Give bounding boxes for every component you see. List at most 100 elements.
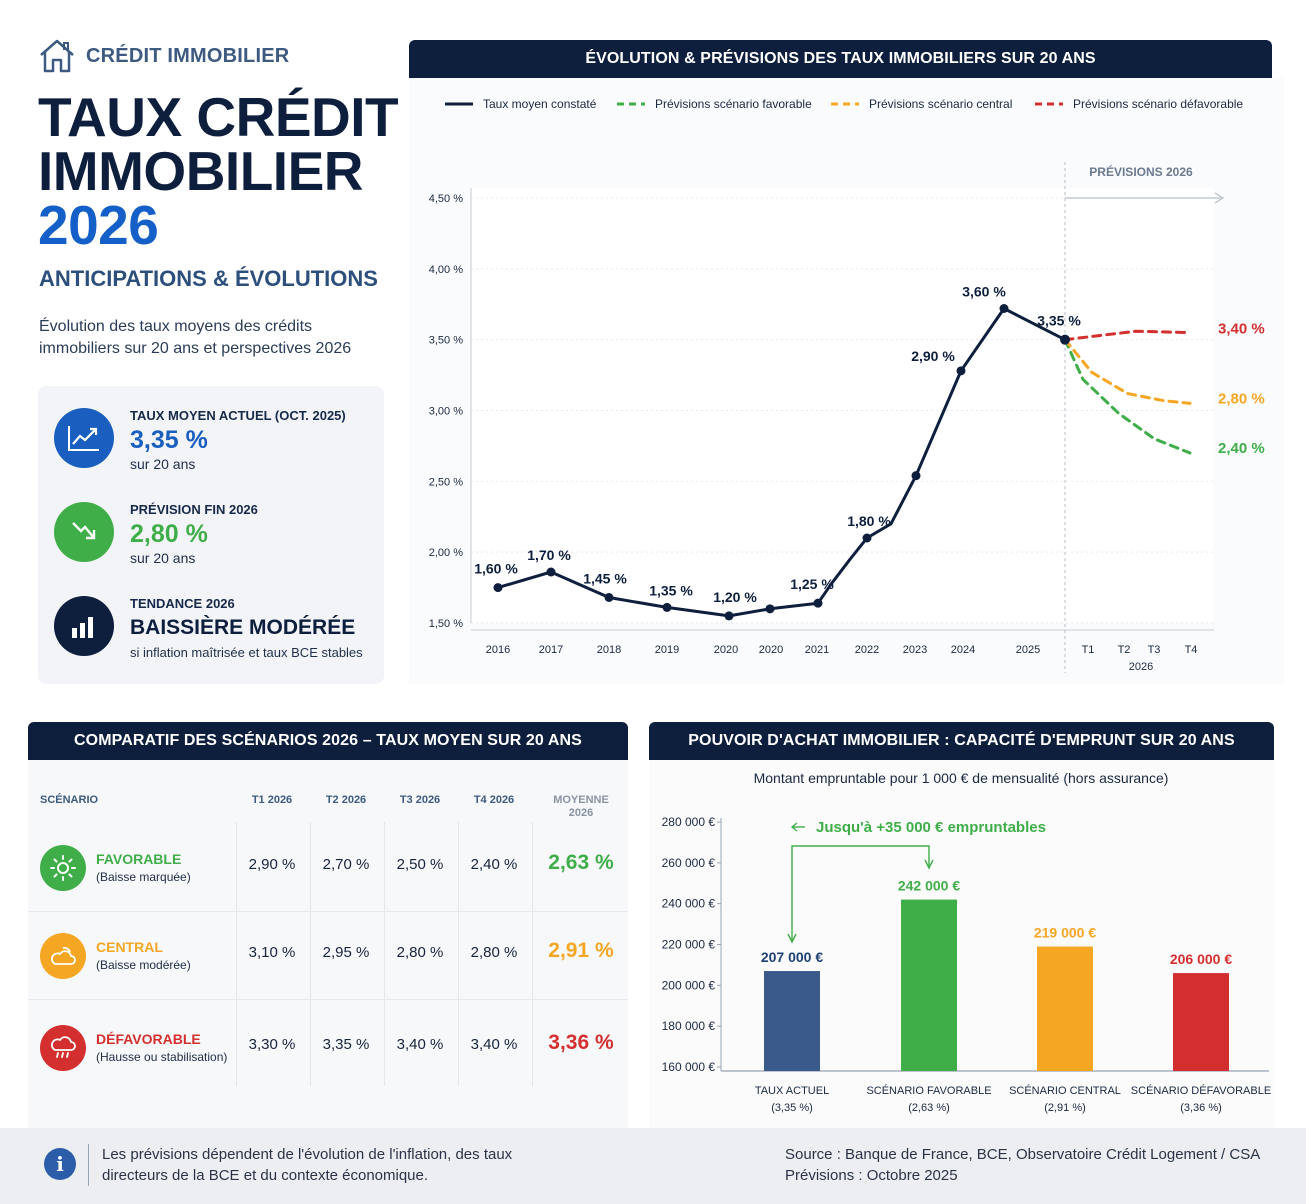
table-cell: 2,80 % [470,944,518,961]
intro-text: Évolution des taux moyens des crédits im… [39,318,352,357]
x-tick-label: 2021 [805,644,829,656]
kpi-label: TENDANCE 2026 [130,596,235,611]
x-tick-label: 2025 [1016,644,1040,656]
x-tick-sublabel: (2,91 %) [1044,1102,1086,1114]
data-label: 3,35 % [1037,313,1081,329]
x-tick-label: 2018 [597,644,621,656]
col-header-avg: MOYENNE 2026 [553,794,609,819]
series-line [1063,338,1192,405]
data-point [662,602,672,612]
table-cell: 2,40 % [470,856,518,873]
footer-note: Les prévisions dépendent de l'évolution … [102,1146,513,1184]
x-tick-sublabel: (3,36 %) [1180,1102,1222,1114]
bar-value-label: 206 000 € [1170,951,1232,967]
page-subtitle: ANTICIPATIONS & ÉVOLUTIONS [39,266,378,291]
table-avg: 2,63 % [548,851,614,874]
legend-label: Prévisions scénario défavorable [1073,97,1243,111]
x-tick-label: 2023 [903,644,927,656]
cloud-sun-icon [40,933,86,979]
bar-value-label: 207 000 € [761,949,823,965]
series-line [1063,338,1192,455]
table-cell: 2,70 % [322,856,370,873]
col-header-scenario: SCÉNARIO [40,794,99,806]
bar [901,899,957,1071]
x-tick-label: 2019 [655,644,679,656]
bar-subtitle: Montant empruntable pour 1 000 € de mens… [754,770,1169,786]
source-line: Source : Banque de France, BCE, Observat… [785,1146,1261,1163]
kpi-label: PRÉVISION FIN 2026 [130,502,258,517]
scenario-desc: (Baisse modérée) [96,958,191,972]
footer: i Les prévisions dépendent de l'évolutio… [0,1128,1306,1204]
y-tick-label: 200 000 € [662,978,716,992]
legend-label: Prévisions scénario favorable [655,97,812,111]
forecast-label: PRÉVISIONS 2026 [1089,164,1193,179]
annotation-tick-head [790,822,798,832]
table-cell: 2,95 % [322,944,370,961]
bar-chart-title: POUVOIR D'ACHAT IMMOBILIER : CAPACITÉ D'… [649,722,1274,760]
table-row: DÉFAVORABLE (Hausse ou stabilisation) 3,… [28,1004,628,1092]
info-icon: i [44,1148,76,1180]
title-line-1: TAUX CRÉDIT [38,86,399,148]
data-point [765,604,775,614]
bar-value-label: 219 000 € [1034,925,1096,941]
y-tick-label: 4,00 % [429,264,463,276]
kpi-value: 3,35 % [130,426,208,454]
bar [1173,973,1229,1071]
plot-area [471,188,1214,623]
table-panel [28,760,628,1128]
y-tick-label: 160 000 € [662,1060,716,1074]
house-icon [40,39,74,73]
x-tick-label: 2016 [486,644,510,656]
y-tick-label: 3,00 % [429,406,463,418]
table-cell: 2,80 % [396,944,444,961]
brand-label: CRÉDIT IMMOBILIER [86,44,290,67]
table-cell: 2,90 % [248,856,296,873]
data-point [956,366,966,376]
footer-source: Source : Banque de France, BCE, Observat… [785,1144,1285,1186]
data-point [604,593,614,602]
x-tick-label: T4 [1185,644,1198,656]
kpi-label: TAUX MOYEN ACTUEL (OCT. 2025) [130,408,346,423]
table-cell: 2,50 % [396,856,444,873]
x-tick-label: 2020 [759,644,783,656]
data-point [911,471,921,481]
title-line-2: IMMOBILIER [38,140,363,202]
x-tick-label: T1 [1082,644,1095,656]
data-point [813,598,823,608]
kpi-forecast: PRÉVISION FIN 2026 2,80 % sur 20 ans [54,502,258,566]
series-line [1002,307,1067,342]
series-line [1063,329,1192,342]
annotation-arrow [787,933,797,944]
trend-up-icon [54,408,114,468]
trend-down-icon [54,502,114,562]
kpi-value: BAISSIÈRE MODÉRÉE [130,616,356,639]
kpi-trend: TENDANCE 2026 BAISSIÈRE MODÉRÉE si infla… [54,596,363,660]
kpi-card: TAUX MOYEN ACTUEL (OCT. 2025) 3,35 % sur… [38,386,384,684]
bar [764,971,820,1071]
col-header-t3: T3 2026 [399,794,441,806]
x-tick-label: 2017 [539,644,563,656]
y-tick-label: 3,50 % [429,335,463,347]
footer-divider [88,1144,89,1186]
data-point [493,583,503,593]
y-tick-label: 1,50 % [429,618,463,630]
col-header-t4: T4 2026 [473,794,515,806]
x-tick-label: 2024 [951,644,975,656]
kpi-sub: si inflation maîtrisée et taux BCE stabl… [130,645,363,660]
x-tick-label: 2022 [855,644,879,656]
table-cell: 3,35 % [322,1036,370,1053]
bar-chart-icon [54,596,114,656]
forecast-date-line: Prévisions : Octobre 2025 [785,1167,958,1184]
x-tick-label: T2 [1118,644,1131,656]
line-chart: Taux moyen constaté Prévisions scénario f… [429,97,1265,673]
rain-cloud-icon [40,1025,86,1071]
x-tick-label: TAUX ACTUEL [755,1085,829,1097]
table-avg: 3,36 % [548,1031,614,1054]
table-row: CENTRAL (Baisse modérée) 3,10 % 2,95 % 2… [28,912,628,1000]
data-label: 1,35 % [649,582,693,598]
x-tick-label: T3 [1148,644,1161,656]
y-tick-label: 2,00 % [429,547,463,559]
data-label: 1,45 % [583,571,627,587]
x-tick-label: SCÉNARIO FAVORABLE [866,1084,991,1097]
bar-chart-panel [649,760,1274,1128]
